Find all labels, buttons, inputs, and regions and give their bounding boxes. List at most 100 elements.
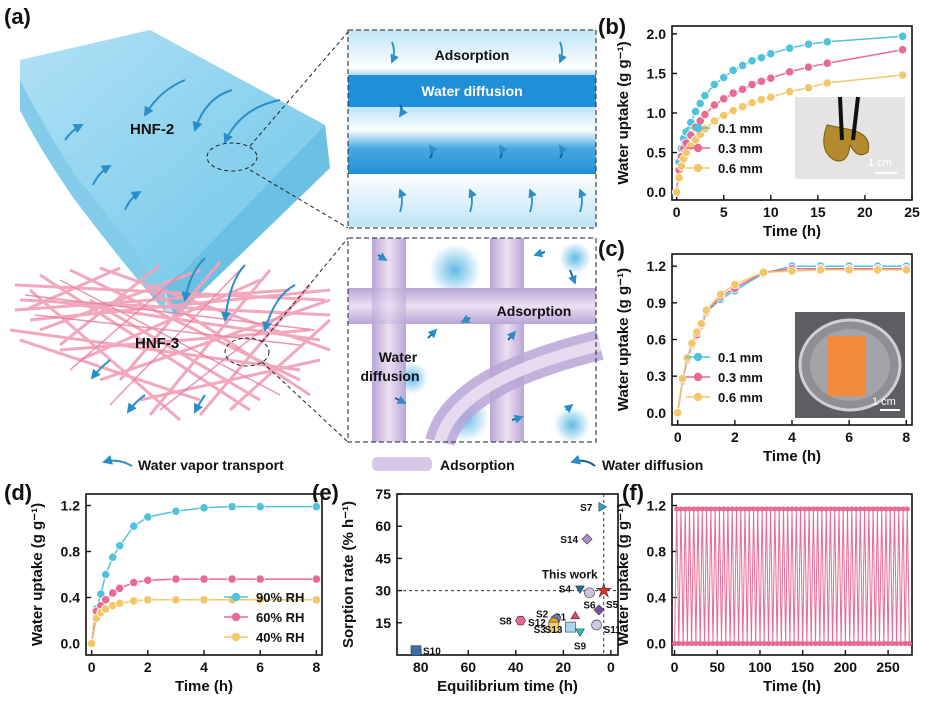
zoom-bottom-adsorption-label: Adsorption	[497, 303, 572, 319]
y-axis-label: Water uptake (g g⁻¹)	[615, 268, 632, 411]
data-point	[791, 640, 797, 647]
point-label: S4	[559, 584, 572, 595]
data-point	[785, 506, 791, 512]
x-tick-label: 6	[256, 659, 264, 675]
photo-inset-b: 1 cm	[795, 96, 905, 179]
y-tick-label: 60	[375, 518, 391, 534]
legend-label: 0.3 mm	[718, 370, 763, 385]
data-point	[887, 506, 893, 512]
data-point	[687, 338, 697, 348]
data-point	[87, 638, 97, 649]
data-point	[842, 640, 848, 647]
chart-d: 0 2 4 6 8 0.0 0.4 0.8 1.2 Time (h) Water uptake (g…	[29, 493, 323, 695]
point-label: S14	[560, 535, 578, 546]
scatter-point	[581, 533, 593, 545]
x-tick-label: 0	[673, 204, 681, 220]
zoom-top-diffusion-label: Water diffusion	[421, 83, 522, 99]
data-point	[822, 37, 832, 47]
point-label: S11	[604, 625, 622, 636]
data-point	[700, 109, 710, 120]
data-point	[766, 73, 776, 83]
legend-marker	[693, 352, 703, 362]
data-point	[747, 98, 757, 108]
data-point	[822, 78, 832, 88]
data-point	[897, 45, 908, 55]
data-point	[891, 506, 898, 512]
water-diffusion-arrow-icon	[570, 454, 596, 467]
point-label: This work	[542, 568, 598, 582]
data-point	[864, 640, 870, 647]
data-point	[819, 506, 825, 512]
hnf3-label: HNF-3	[135, 335, 179, 352]
data-point	[311, 574, 321, 584]
data-point	[795, 640, 802, 647]
y-tick-label: 0.4	[61, 590, 81, 606]
data-point	[885, 640, 891, 647]
panel-e-label: (e)	[312, 480, 339, 505]
hnf2-membrane-illustration	[20, 30, 330, 318]
data-point	[758, 267, 769, 277]
data-point	[772, 506, 778, 512]
data-point	[714, 640, 720, 647]
data-point	[808, 640, 814, 647]
data-point	[765, 640, 772, 647]
point-label: S10	[423, 647, 441, 658]
panel-c-label: (c)	[598, 236, 625, 261]
scatter-point	[595, 581, 613, 598]
panel-a: (a) HNF-2 Ad	[4, 4, 703, 473]
legend-marker	[693, 163, 703, 173]
series-line	[674, 508, 910, 644]
data-point	[870, 506, 876, 512]
data-point	[129, 521, 139, 531]
zoom-top-adsorption-label: Adsorption	[435, 47, 510, 63]
data-point	[834, 640, 840, 647]
data-point	[815, 506, 821, 512]
data-point	[737, 60, 748, 71]
plot-frame	[396, 493, 619, 656]
data-point	[766, 92, 776, 102]
data-point	[902, 640, 908, 647]
data-point	[774, 640, 780, 647]
data-point	[737, 84, 748, 94]
data-point	[708, 506, 714, 512]
data-point	[883, 506, 889, 512]
legend-marker	[231, 632, 241, 642]
data-point	[730, 279, 740, 290]
legend-label: 40% RH	[256, 630, 304, 645]
data-point	[744, 640, 750, 647]
zoom-bottom-diffusion-label-2: diffusion	[360, 368, 419, 384]
data-point	[255, 595, 265, 605]
x-tick-label: 2	[144, 659, 152, 675]
panel-a-label: (a)	[4, 4, 31, 29]
data-point	[800, 640, 806, 647]
y-tick-label: 1.2	[61, 498, 81, 514]
chart-f: 0 50 100 150 200 250 0.0 0.4 0.8 1.2 Time (h) Water…	[615, 493, 913, 695]
hnf3-zoom-circle	[224, 337, 270, 367]
data-point	[701, 640, 708, 647]
data-point	[738, 506, 744, 512]
data-point	[780, 506, 787, 512]
data-point	[676, 640, 682, 647]
data-point	[700, 91, 710, 101]
data-point	[199, 595, 209, 605]
point-label: S3	[534, 625, 547, 636]
x-tick-label: 0	[607, 659, 615, 675]
data-point	[770, 640, 776, 647]
data-point	[900, 506, 906, 512]
chart-e: 80 60 40 20 0 15 30 45 60 75 Equilibrium time (h) S…	[340, 486, 621, 695]
data-point	[691, 506, 697, 512]
data-point	[129, 596, 139, 606]
data-point	[115, 583, 125, 593]
point-label: S7	[580, 503, 593, 514]
panel-f-label: (f)	[622, 480, 644, 505]
data-point	[896, 506, 902, 512]
scatter-point	[570, 610, 581, 620]
data-point	[677, 373, 688, 384]
data-point	[785, 87, 795, 97]
scatter-point	[515, 616, 526, 626]
y-tick-label: 15	[375, 615, 391, 631]
data-point	[674, 173, 684, 183]
data-point	[689, 640, 695, 647]
data-point	[723, 640, 729, 647]
scatter-point	[575, 585, 585, 595]
